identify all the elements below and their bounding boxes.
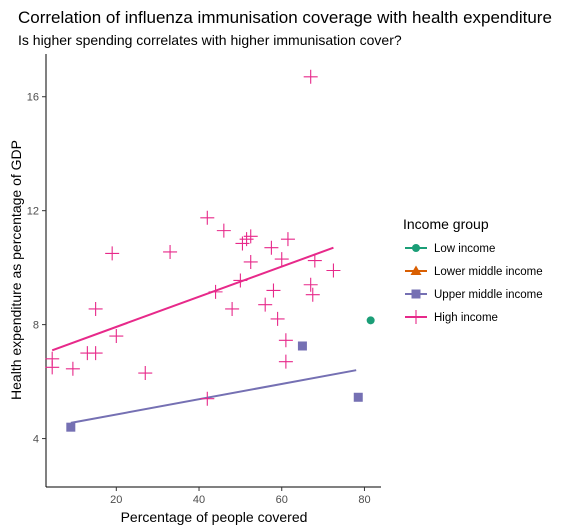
data-point bbox=[200, 391, 215, 406]
legend-key-marker bbox=[410, 265, 422, 275]
legend-key-marker bbox=[411, 289, 421, 299]
data-point bbox=[270, 311, 285, 326]
data-point bbox=[307, 253, 322, 268]
y-tick-label: 4 bbox=[33, 434, 39, 446]
y-axis-title: Health expenditure as percentage of GDP bbox=[8, 140, 24, 400]
x-tick-label: 20 bbox=[110, 494, 122, 506]
legend: Income group Low income Lower middle inco… bbox=[403, 216, 543, 324]
legend-title: Income group bbox=[403, 216, 489, 232]
data-point bbox=[239, 232, 254, 247]
data-point bbox=[305, 287, 320, 302]
data-point bbox=[264, 240, 279, 255]
data-point bbox=[258, 297, 273, 312]
legend-label: Low income bbox=[434, 243, 495, 255]
chart-title: Correlation of influenza immunisation co… bbox=[18, 8, 552, 27]
y-tick-label: 8 bbox=[33, 320, 39, 332]
data-point bbox=[274, 252, 289, 267]
axis-ticks: 20 40 60 80 4 8 12 16 bbox=[27, 92, 371, 506]
data-point bbox=[353, 392, 363, 402]
data-point bbox=[266, 283, 281, 298]
data-point bbox=[303, 277, 318, 292]
data-point bbox=[65, 361, 80, 376]
x-tick-label: 40 bbox=[193, 494, 205, 506]
data-point bbox=[366, 316, 375, 325]
y-tick-label: 16 bbox=[27, 92, 39, 104]
data-point bbox=[278, 333, 293, 348]
trend-line bbox=[51, 246, 334, 352]
trend-lines bbox=[51, 246, 357, 424]
data-point bbox=[233, 273, 248, 288]
data-point bbox=[88, 301, 103, 316]
data-point bbox=[88, 346, 103, 361]
x-tick-label: 80 bbox=[358, 494, 370, 506]
data-point bbox=[235, 236, 250, 251]
data-point bbox=[297, 341, 307, 351]
data-point bbox=[326, 263, 341, 278]
y-tick-label: 12 bbox=[27, 206, 39, 218]
data-point bbox=[45, 360, 60, 375]
x-tick-label: 60 bbox=[276, 494, 288, 506]
legend-label: High income bbox=[434, 312, 498, 324]
data-point bbox=[216, 223, 231, 238]
data-point bbox=[278, 354, 293, 369]
data-point bbox=[225, 301, 240, 316]
data-point bbox=[66, 422, 76, 432]
data-point bbox=[303, 69, 318, 84]
data-points bbox=[45, 69, 375, 432]
data-point bbox=[138, 366, 153, 381]
chart-subtitle: Is higher spending correlates with highe… bbox=[18, 32, 402, 48]
data-point bbox=[200, 210, 215, 225]
data-point bbox=[243, 229, 258, 244]
trend-line bbox=[70, 369, 357, 424]
x-axis-title: Percentage of people covered bbox=[121, 509, 308, 525]
data-point bbox=[280, 232, 295, 247]
legend-label: Upper middle income bbox=[434, 289, 543, 301]
legend-label: Lower middle income bbox=[434, 266, 543, 278]
legend-key-marker bbox=[409, 310, 423, 324]
data-point bbox=[105, 246, 120, 261]
plot-panel bbox=[45, 54, 381, 488]
legend-key-marker bbox=[412, 244, 420, 252]
data-point bbox=[109, 329, 124, 344]
data-point bbox=[163, 244, 178, 259]
data-point bbox=[243, 254, 258, 269]
data-point bbox=[208, 284, 223, 299]
